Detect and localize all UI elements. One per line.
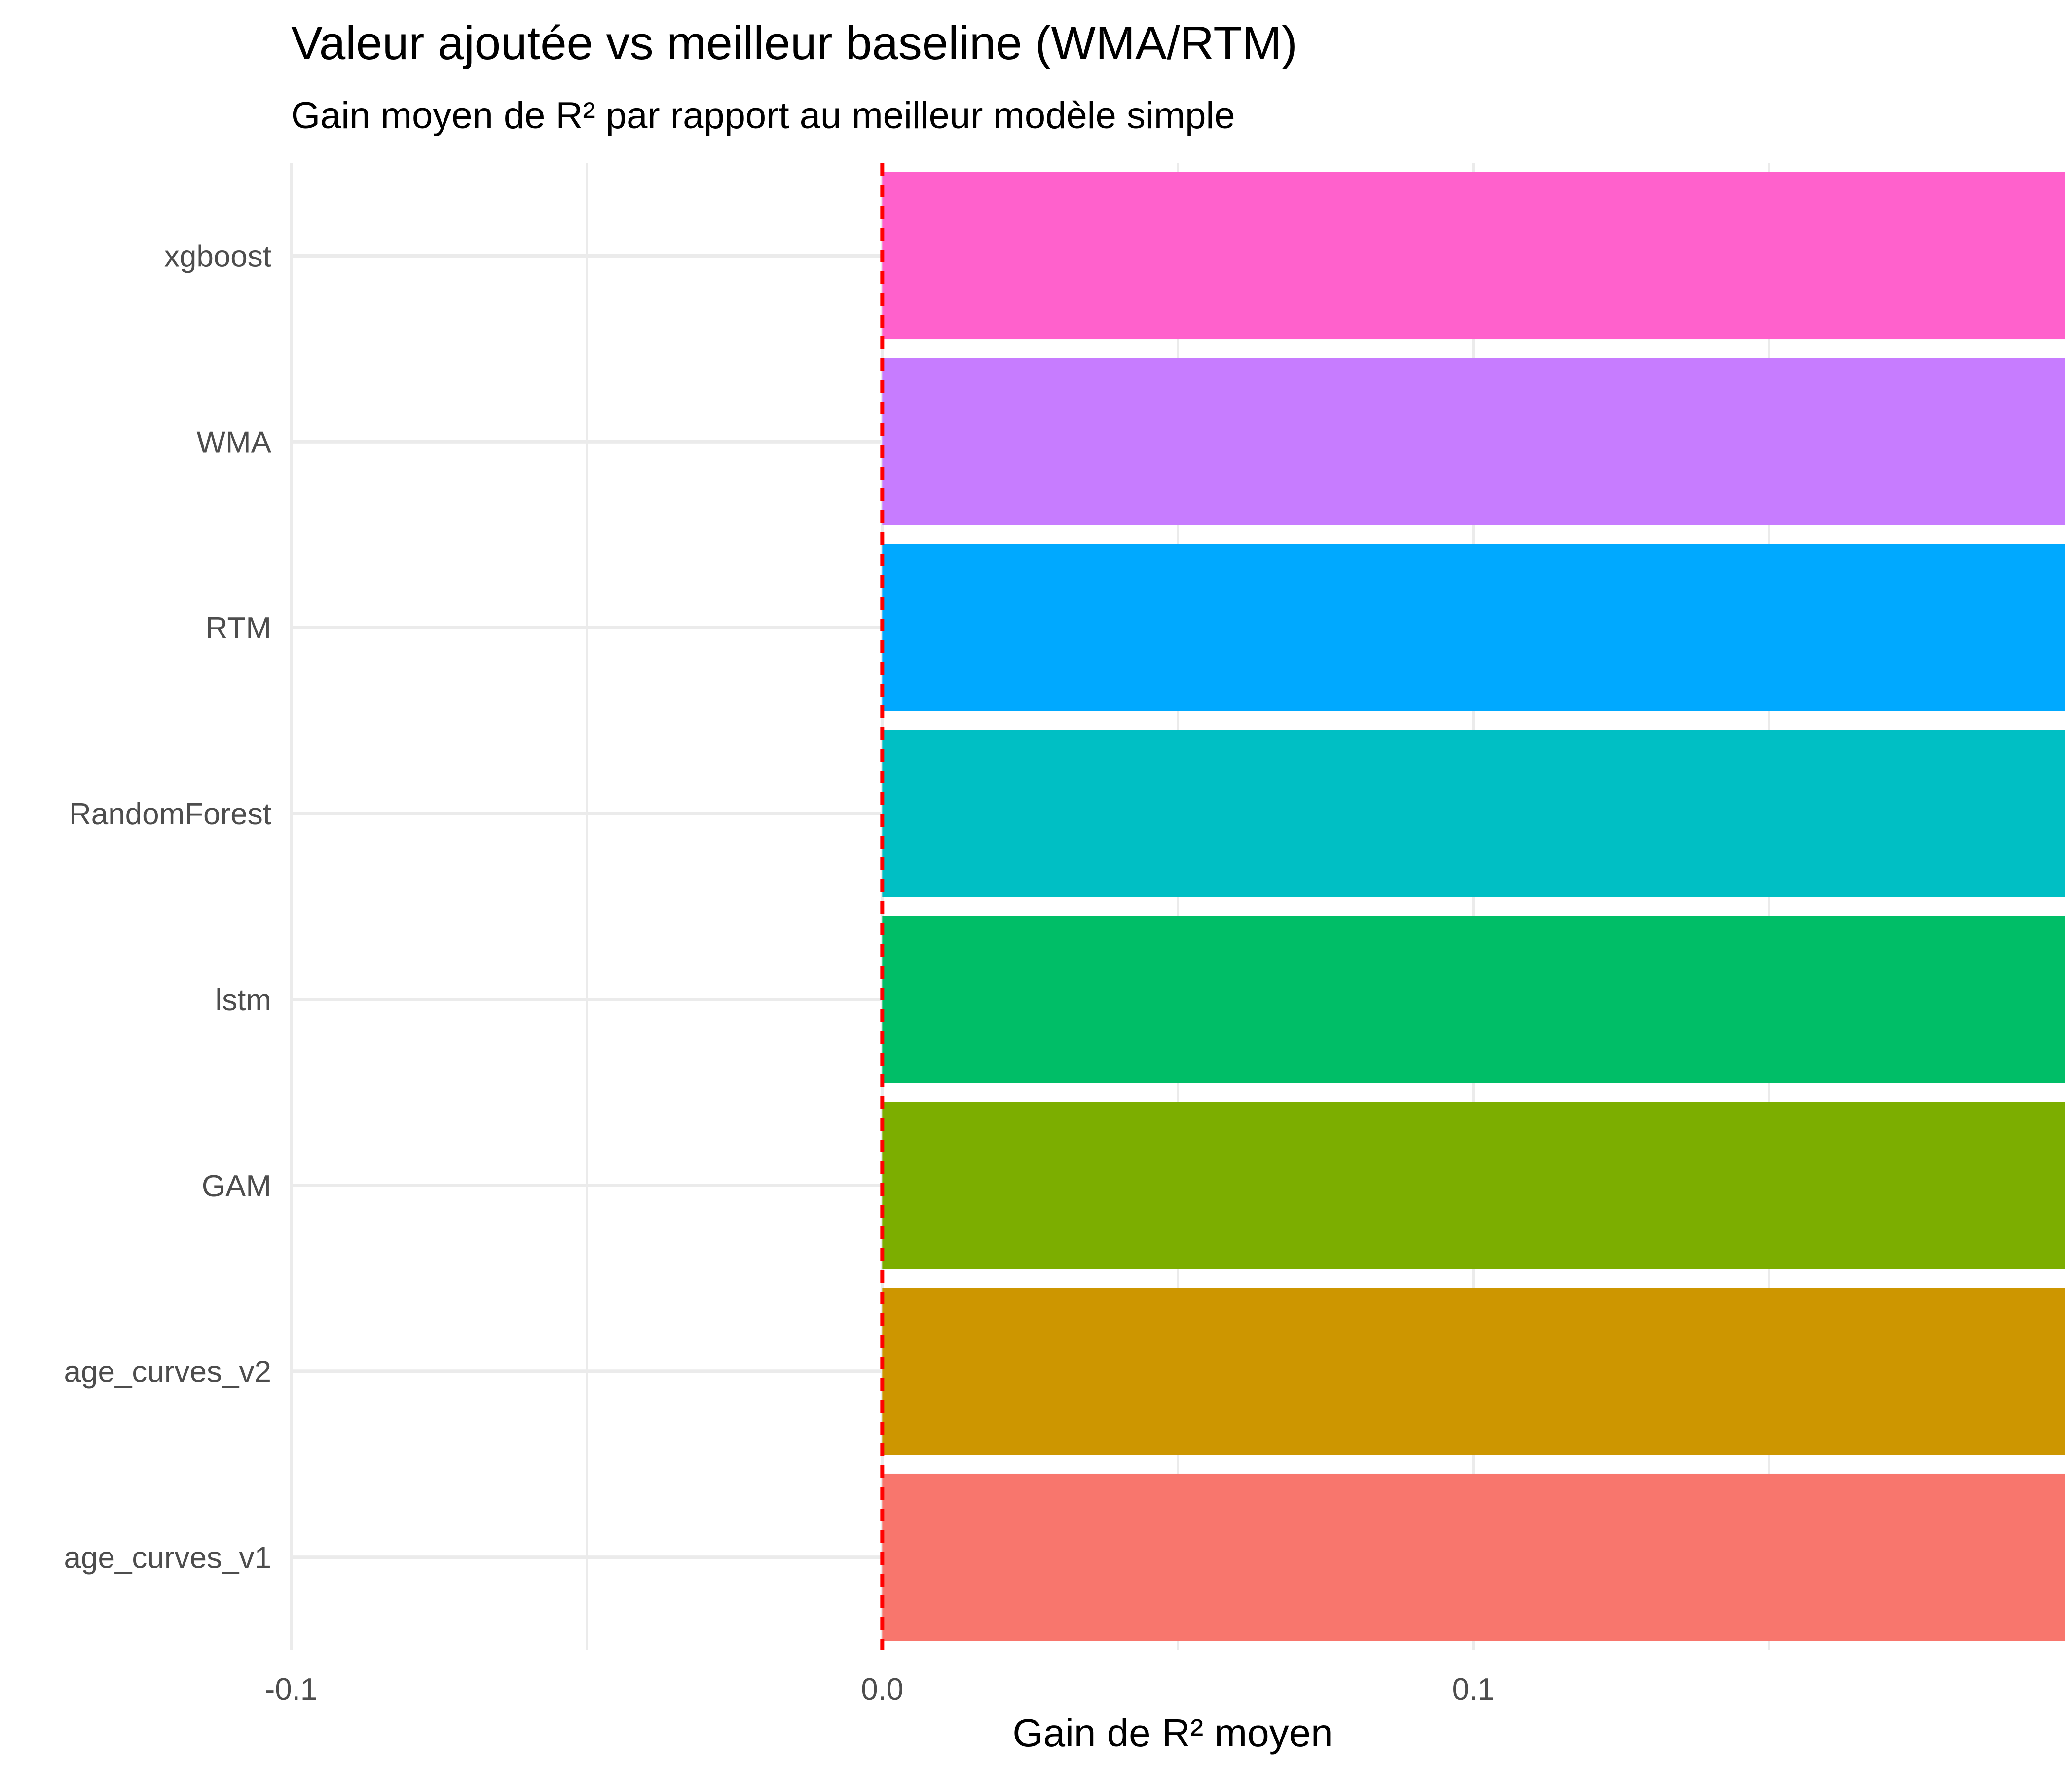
- y-tick-labels: xgboost WMA RTM RandomForest lstm GAM age_curv…: [64, 239, 272, 1575]
- bar-randomforest: [882, 730, 2065, 897]
- chart-subtitle: Gain moyen de R² par rapport au meilleur…: [291, 95, 1235, 137]
- bars: [882, 172, 2065, 1641]
- x-tick-labels: -0.1 0.0 0.1: [265, 1672, 1495, 1706]
- x-tick-label: 0.0: [861, 1672, 903, 1706]
- x-axis-title: Gain de R² moyen: [1012, 1711, 1332, 1755]
- y-tick-label: GAM: [202, 1169, 271, 1203]
- y-tick-label: WMA: [196, 425, 271, 459]
- bar-lstm: [882, 916, 2065, 1083]
- x-tick-label: -0.1: [265, 1672, 318, 1706]
- bar-rtm: [882, 544, 2065, 711]
- y-tick-label: RandomForest: [69, 797, 271, 831]
- y-tick-label: RTM: [206, 611, 271, 645]
- chart-title: Valeur ajoutée vs meilleur baseline (WMA…: [291, 17, 1297, 70]
- y-tick-label: xgboost: [164, 239, 271, 273]
- y-tick-label: lstm: [215, 983, 271, 1017]
- y-tick-label: age_curves_v1: [64, 1541, 272, 1575]
- bar-wma: [882, 358, 2065, 525]
- bar-gam: [882, 1102, 2065, 1269]
- bar-xgboost: [882, 172, 2065, 340]
- bar-age-curves-v1: [882, 1473, 2065, 1641]
- y-tick-label: age_curves_v2: [64, 1355, 272, 1389]
- x-tick-label: 0.1: [1452, 1672, 1495, 1706]
- bar-age-curves-v2: [882, 1288, 2065, 1455]
